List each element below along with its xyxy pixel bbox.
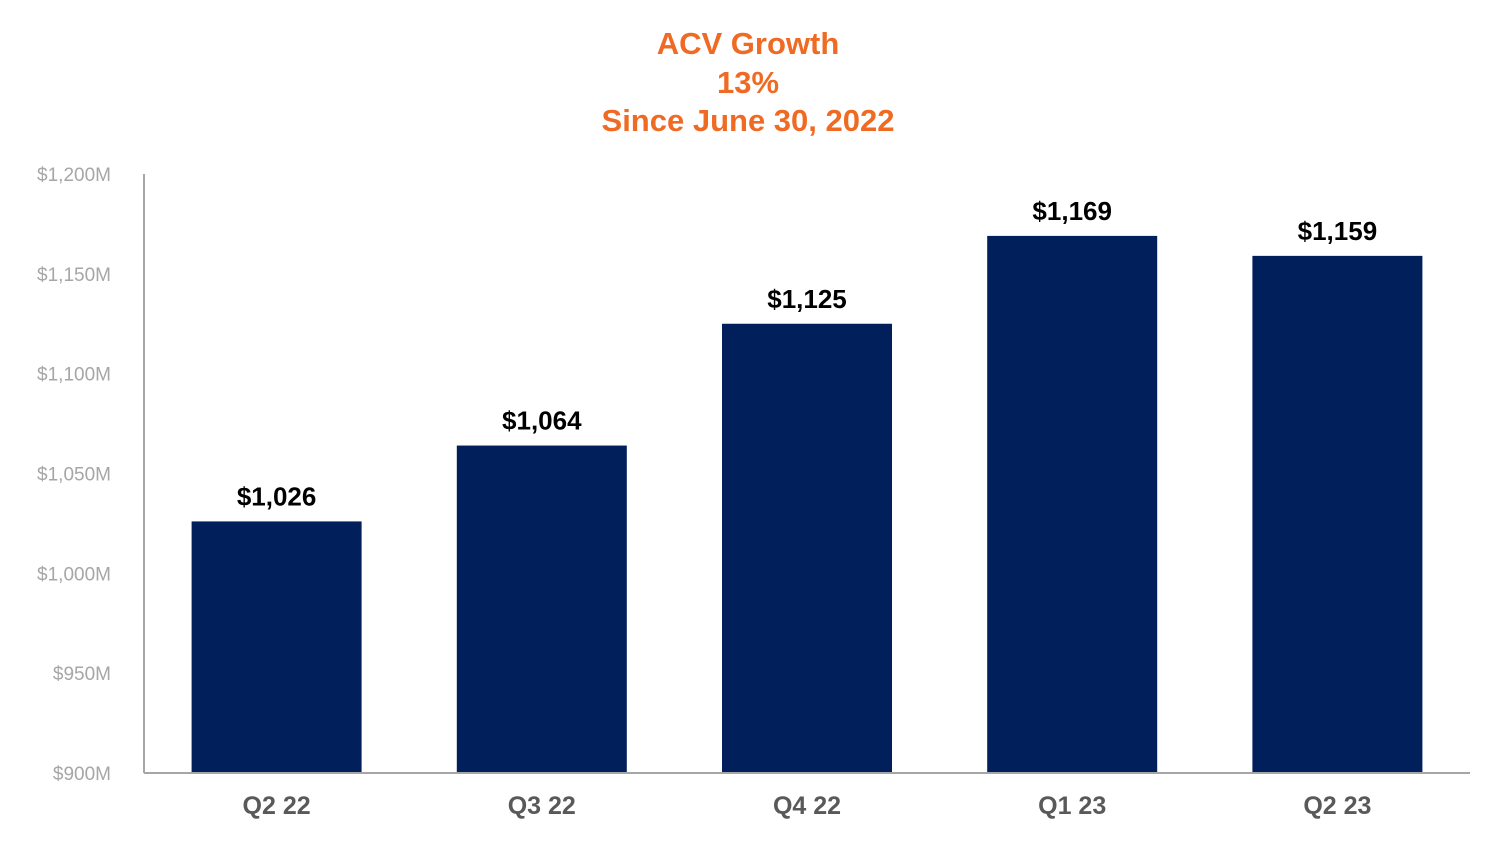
x-tick-label: Q3 22 <box>508 792 576 820</box>
y-tick-label: $950M <box>53 664 111 685</box>
y-tick-label: $900M <box>53 764 111 785</box>
bar <box>191 521 362 773</box>
bars <box>191 235 1423 773</box>
bar <box>987 235 1158 773</box>
x-tick-label: Q2 22 <box>243 792 311 820</box>
bar-data-label: $1,169 <box>1032 196 1112 226</box>
x-tick-label: Q4 22 <box>773 792 841 820</box>
bar <box>722 323 892 773</box>
bar-data-label: $1,064 <box>502 406 582 436</box>
x-tick-label: Q2 23 <box>1303 792 1371 820</box>
chart-title-line-1: ACV Growth <box>657 26 840 61</box>
data-labels: $1,026 $1,064 $1,125 $1,169 $1,159 <box>237 196 1377 512</box>
y-tick-label: $1,100M <box>37 365 111 386</box>
bar-data-label: $1,125 <box>767 284 847 314</box>
y-axis-ticks: $900M $950M $1,000M $1,050M $1,100M $1,150M $1… <box>37 165 111 785</box>
y-tick-label: $1,150M <box>37 265 111 286</box>
bar-data-label: $1,026 <box>237 481 317 511</box>
x-axis-ticks: Q2 22 Q3 22 Q4 22 Q1 23 Q2 23 <box>243 792 1372 820</box>
y-tick-label: $1,200M <box>37 165 111 186</box>
chart-title: ACV Growth 13% Since June 30, 2022 <box>602 26 895 138</box>
chart-title-line-3: Since June 30, 2022 <box>602 103 895 138</box>
bar <box>456 445 627 773</box>
y-tick-label: $1,000M <box>37 564 111 585</box>
bar <box>1252 255 1423 773</box>
x-tick-label: Q1 23 <box>1038 792 1106 820</box>
chart-title-line-2: 13% <box>717 65 779 100</box>
y-tick-label: $1,050M <box>37 465 111 486</box>
bar-data-label: $1,159 <box>1298 216 1378 246</box>
